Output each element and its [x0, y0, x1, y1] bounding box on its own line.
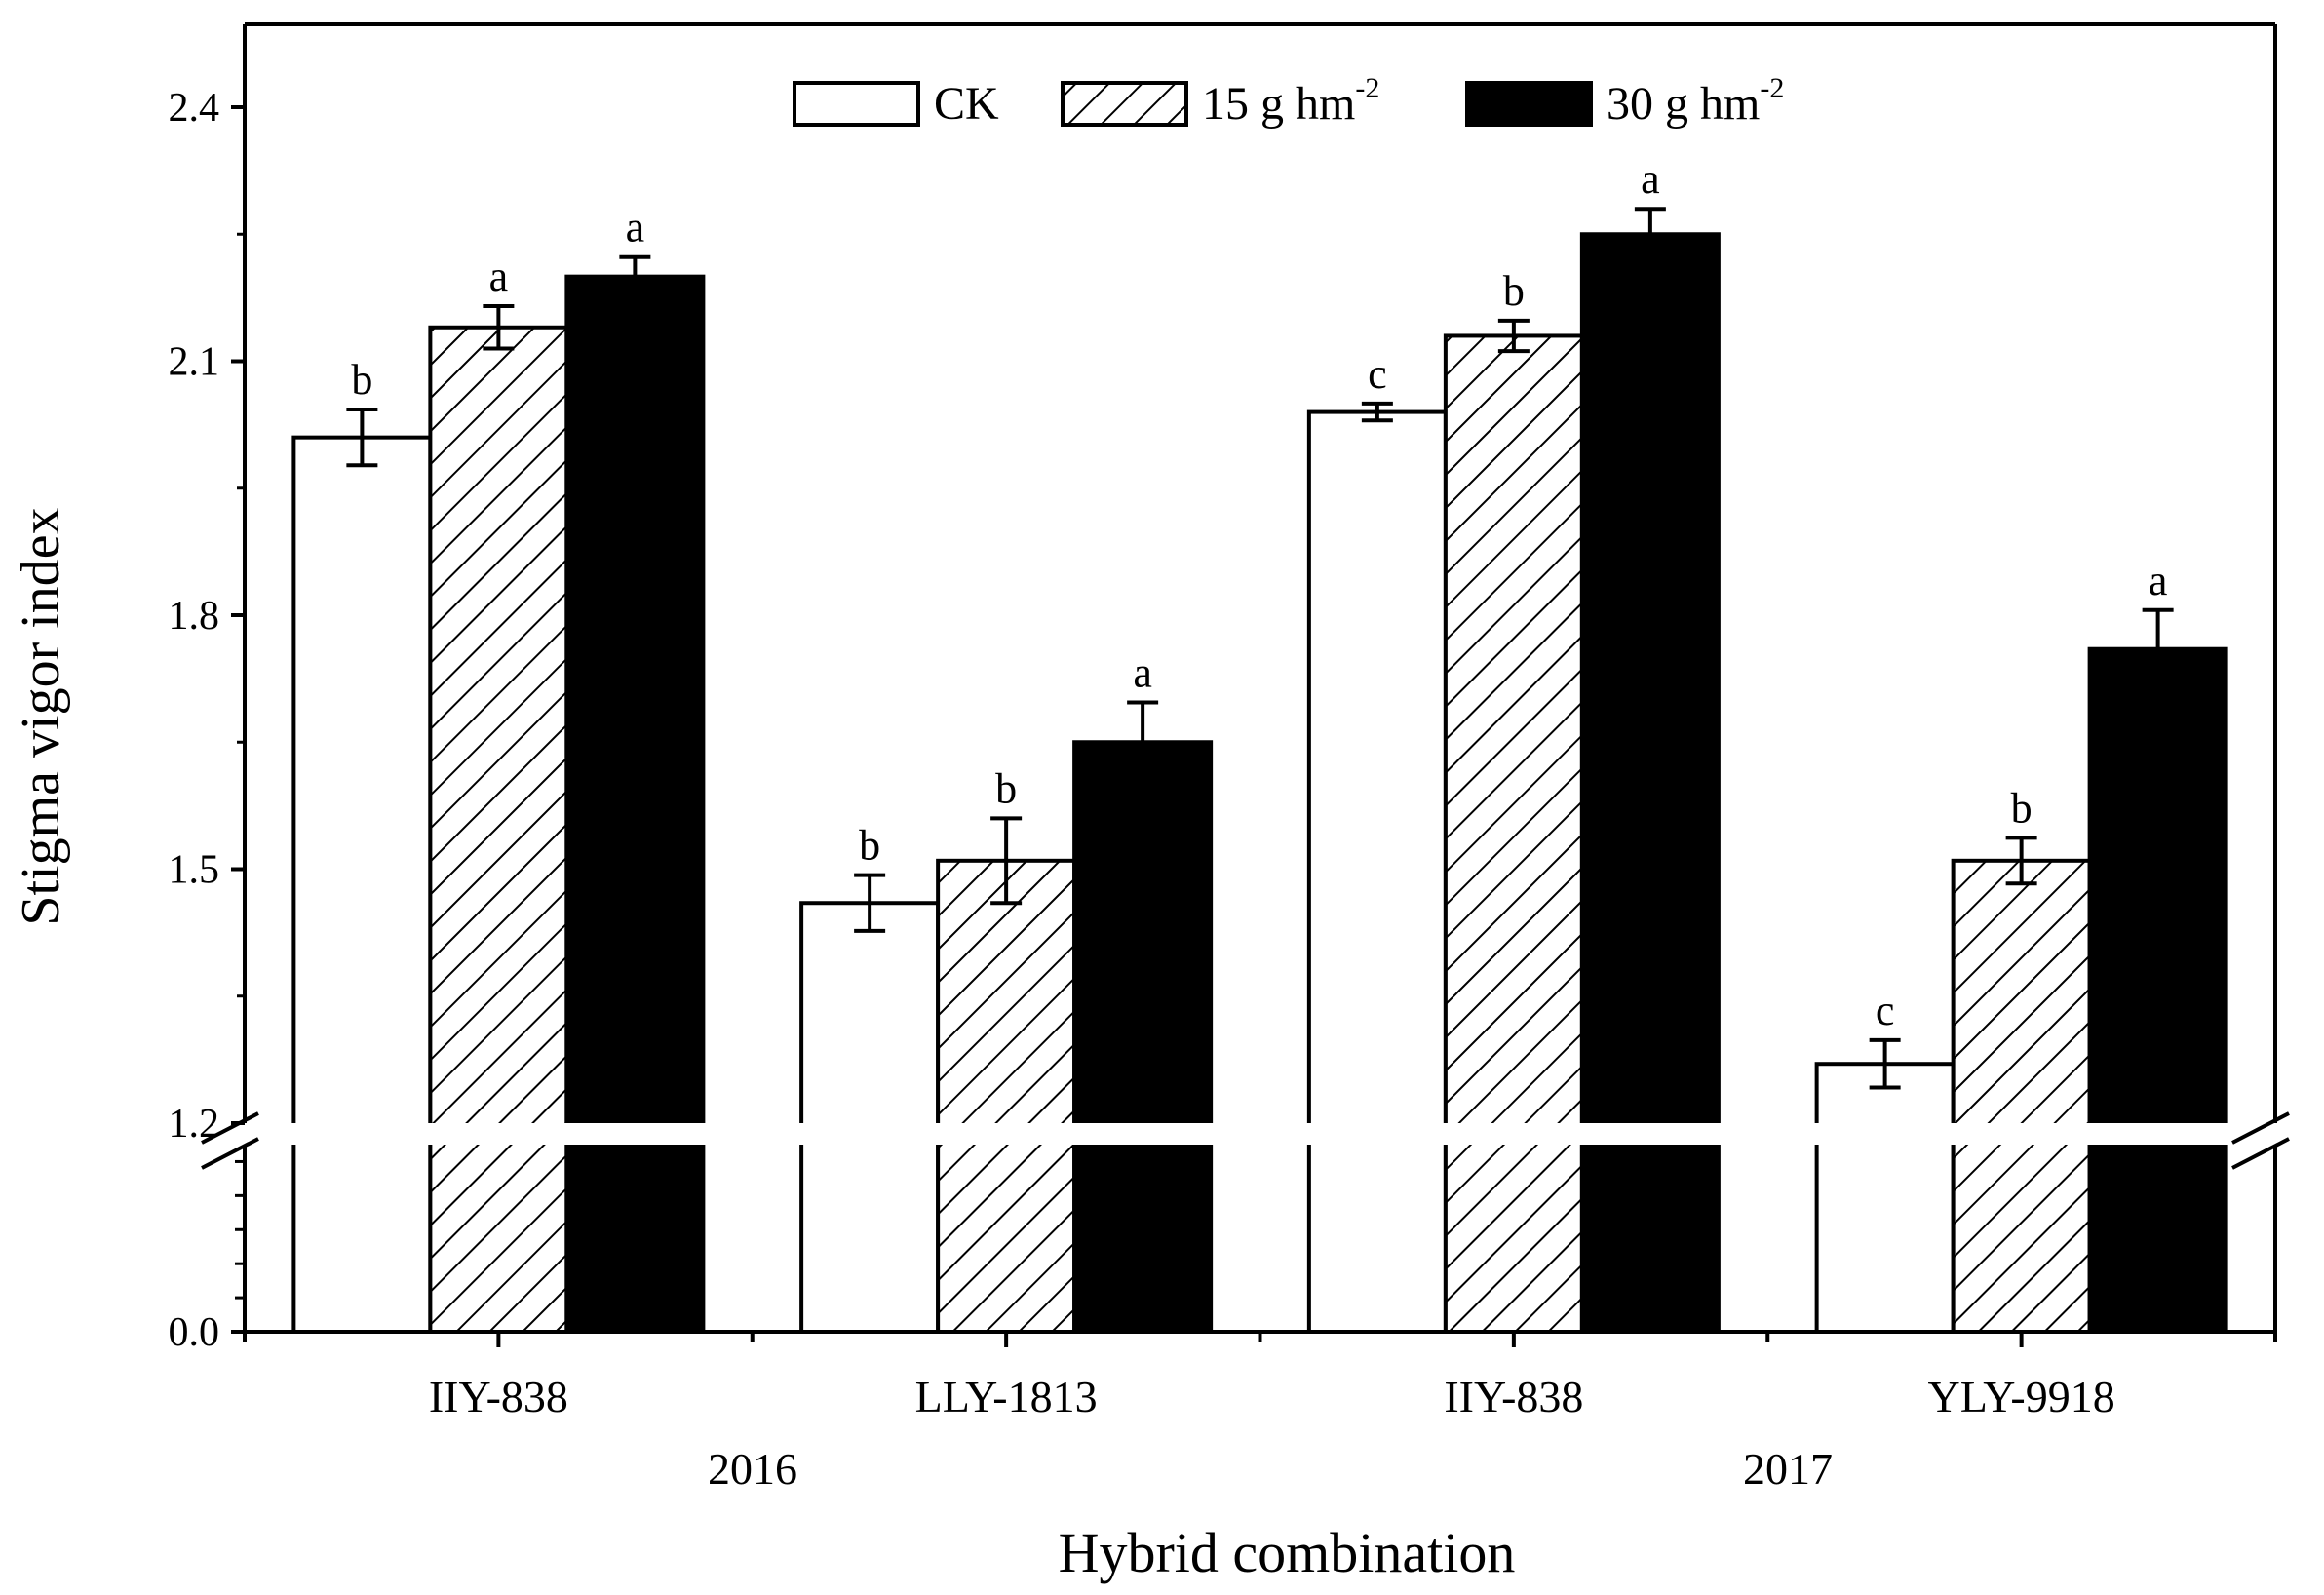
significance-letter-2-2: a	[1641, 155, 1660, 203]
significance-letter-0-1: b	[859, 822, 880, 870]
significance-letter-1-0: a	[489, 253, 509, 300]
error-bar-2-3	[2142, 607, 2174, 690]
legend-label-ck: CK	[934, 78, 999, 130]
bar-15-g-hm-2-2	[1443, 333, 1584, 1334]
significance-letter-2-0: a	[626, 204, 645, 252]
bar-15-g-hm-2-3	[1951, 858, 2092, 1334]
x-tick-label-0: IIY-838	[429, 1372, 568, 1421]
x-axis-title: Hybrid combination	[1059, 1521, 1516, 1584]
x-tick-label-1: LLY-1813	[915, 1372, 1098, 1421]
bar-ck-0	[291, 435, 433, 1334]
bar-15-g-hm-2-1	[936, 858, 1077, 1334]
bar-30-g-hm-2-3	[2087, 646, 2228, 1334]
significance-letter-2-1: a	[1133, 648, 1152, 696]
error-bar-1-1	[990, 816, 1023, 906]
significance-letter-0-3: c	[1876, 987, 1895, 1034]
axis-break-mark-left	[201, 1111, 259, 1170]
bar-30-g-hm-2-1	[1072, 740, 1214, 1334]
significance-letter-1-3: b	[2011, 784, 2033, 832]
error-bar-0-2	[1361, 401, 1393, 423]
x-tick-label-3: YLY-9918	[1928, 1372, 2115, 1421]
significance-letter-0-0: b	[351, 356, 372, 404]
legend-label-30: 30 g hm-2	[1607, 72, 1784, 130]
error-bar-0-0	[346, 407, 378, 468]
error-bar-0-1	[854, 873, 886, 933]
y-tick-label-5: 2.4	[169, 86, 220, 131]
error-bar-2-2	[1634, 207, 1666, 262]
group-label-2016: 2016	[708, 1444, 797, 1494]
legend: CK 15 g hm-2 30 g hm-2	[793, 72, 1784, 130]
bar-ck-3	[1814, 1062, 1956, 1334]
significance-letter-0-2: c	[1368, 350, 1387, 398]
y-tick-label-3: 1.8	[169, 594, 220, 639]
significance-letter-1-1: b	[995, 764, 1017, 812]
error-bar-1-0	[483, 304, 515, 351]
legend-label-15: 15 g hm-2	[1202, 72, 1379, 130]
bar-ck-1	[799, 901, 941, 1334]
error-bar-2-1	[1127, 700, 1159, 785]
bar-30-g-hm-2-2	[1579, 232, 1721, 1334]
significance-letter-1-2: b	[1503, 267, 1525, 315]
bar-15-g-hm-2-0	[428, 325, 569, 1334]
y-tick-label-0: 0.0	[169, 1310, 220, 1355]
bar-ck-2	[1306, 409, 1448, 1335]
x-tick-label-2: IIY-838	[1444, 1372, 1583, 1421]
error-bar-1-2	[1497, 318, 1530, 354]
bar-30-g-hm-2-0	[564, 274, 706, 1335]
legend-swatch-30	[1465, 81, 1593, 127]
y-axis-title: Stigma vigor index	[11, 507, 71, 925]
y-tick-label-2: 1.5	[169, 848, 220, 893]
significance-letter-2-3: a	[2149, 557, 2168, 604]
legend-swatch-15	[1061, 81, 1188, 127]
y-tick-label-1: 1.2	[169, 1102, 220, 1147]
axis-break-mark-right	[2231, 1111, 2290, 1170]
legend-swatch-ck	[793, 81, 920, 127]
error-bar-0-3	[1869, 1037, 1901, 1090]
error-bar-2-0	[619, 254, 651, 298]
axis-break-band	[235, 1123, 2305, 1145]
y-tick-label-4: 2.1	[169, 340, 220, 385]
group-label-2017: 2017	[1743, 1444, 1833, 1494]
error-bar-1-3	[2005, 836, 2037, 886]
